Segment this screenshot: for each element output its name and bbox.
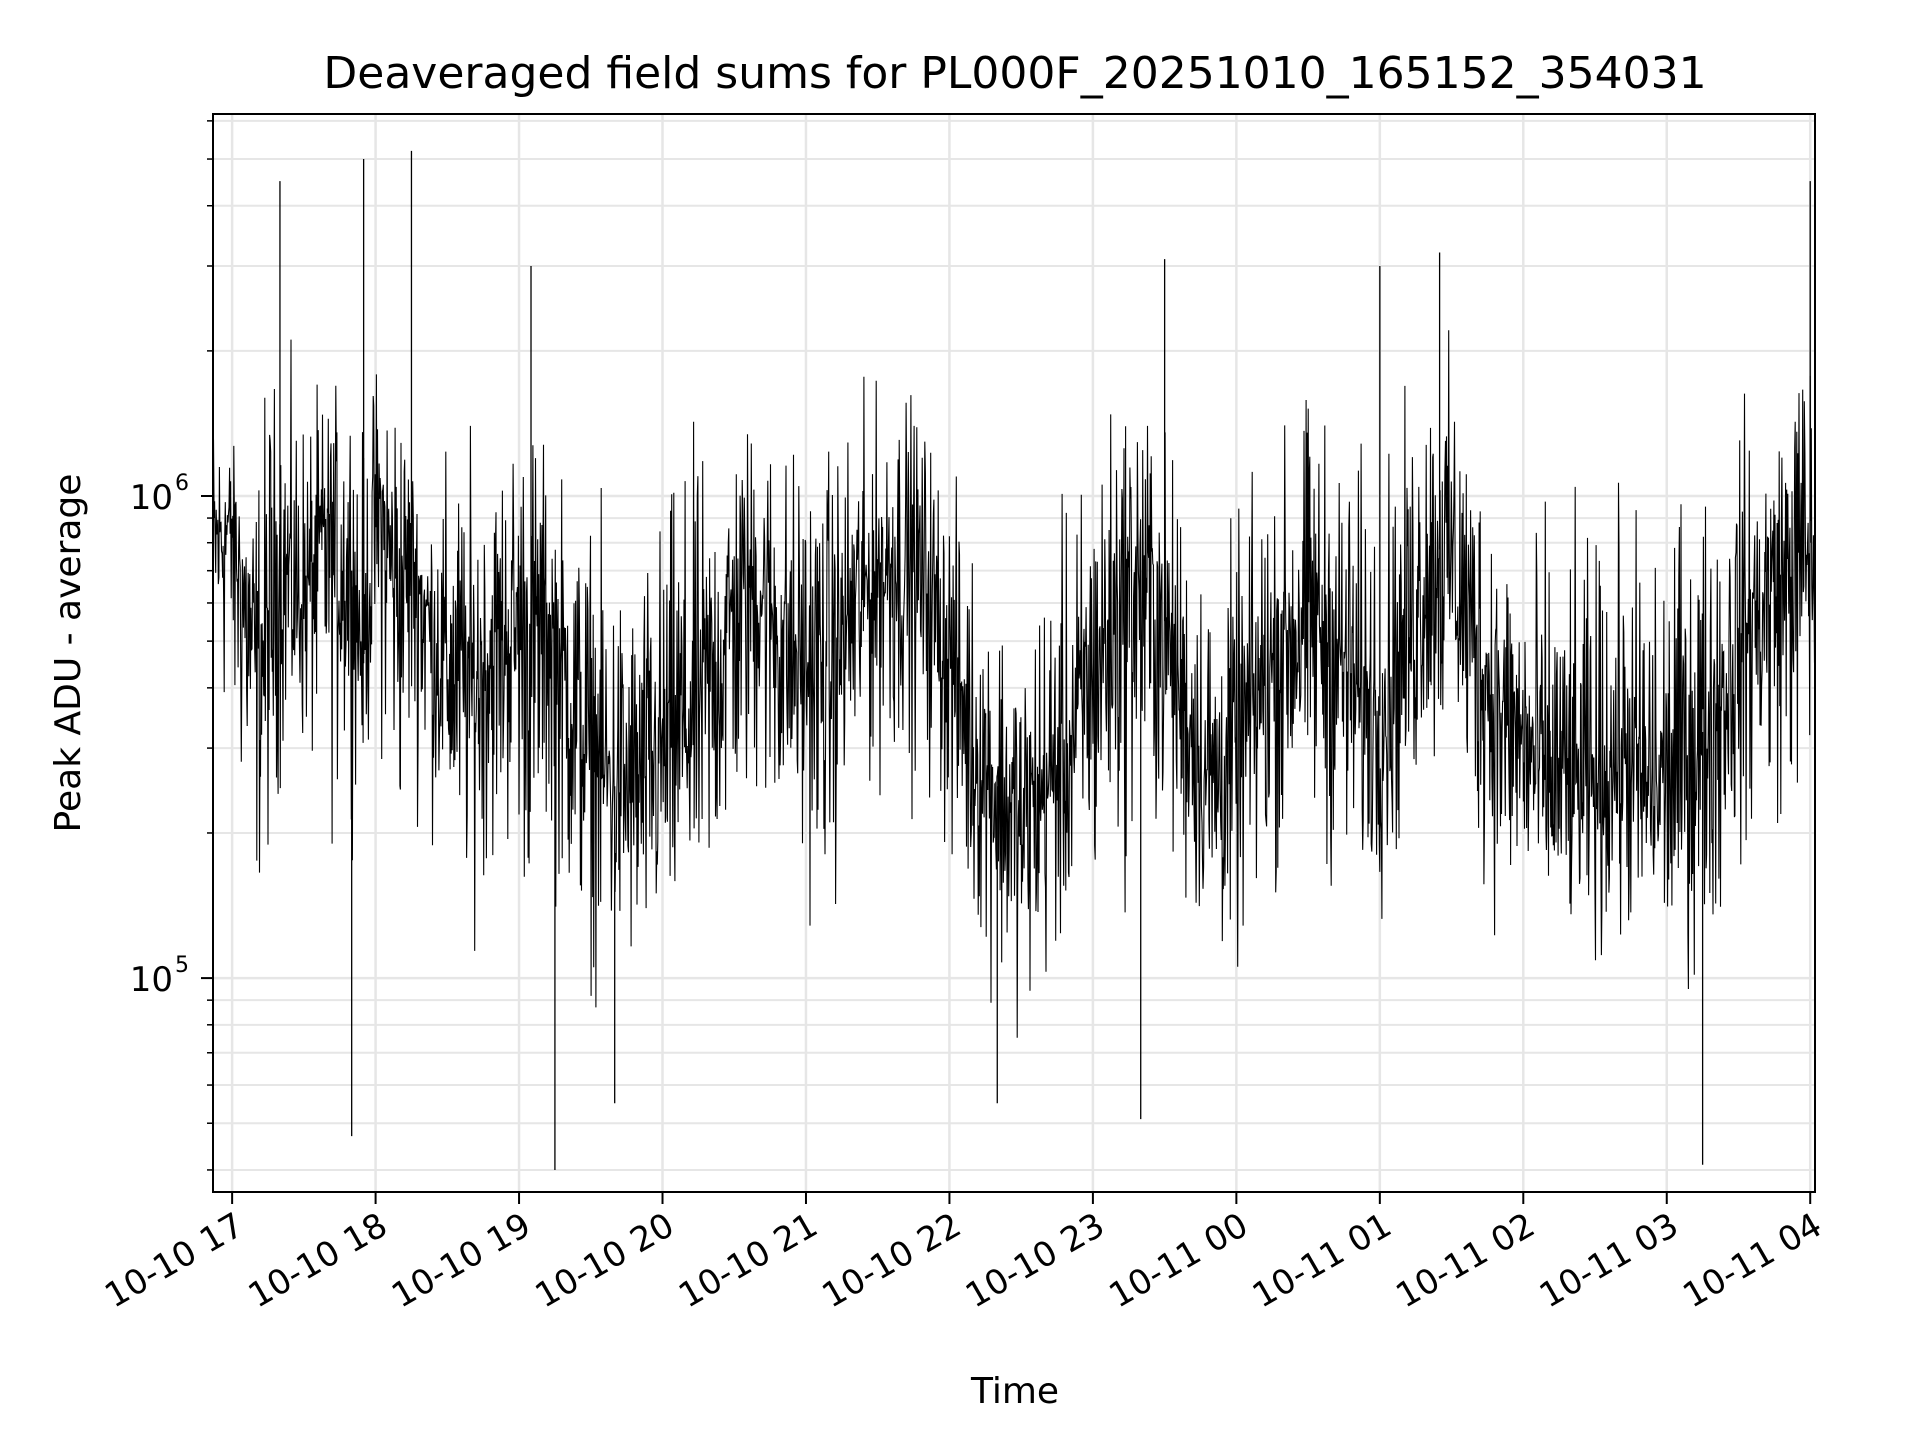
x-tick-label: 10-11 03 xyxy=(1533,1205,1685,1316)
x-tick-label: 10-11 01 xyxy=(1246,1205,1398,1316)
grid xyxy=(213,114,1815,1192)
x-tick-label: 10-10 23 xyxy=(959,1205,1111,1316)
x-tick-label: 10-10 17 xyxy=(98,1205,250,1316)
y-tick-exponent: 5 xyxy=(175,953,189,978)
x-tick-label: 10-11 02 xyxy=(1389,1205,1541,1316)
y-tick-label: 10 xyxy=(130,478,173,518)
y-tick-exponent: 6 xyxy=(175,471,189,496)
y-axis-label: Peak ADU - average xyxy=(48,474,89,833)
x-tick-label: 10-10 21 xyxy=(672,1205,824,1316)
x-tick-label: 10-11 04 xyxy=(1676,1205,1828,1316)
x-tick-label: 10-10 20 xyxy=(529,1205,681,1316)
chart-title: Deaveraged field sums for PL000F_2025101… xyxy=(323,48,1706,99)
plot-frame xyxy=(212,113,1816,1193)
y-tick-label: 10 xyxy=(130,960,173,1000)
data-series xyxy=(212,150,1816,1170)
x-tick-label: 10-10 22 xyxy=(816,1205,968,1316)
series-line xyxy=(212,330,1816,1038)
x-tick-label: 10-11 00 xyxy=(1102,1205,1254,1316)
x-tick-label: 10-10 19 xyxy=(385,1205,537,1316)
x-axis-label: Time xyxy=(970,1371,1059,1412)
x-tick-label: 10-10 18 xyxy=(242,1205,394,1316)
